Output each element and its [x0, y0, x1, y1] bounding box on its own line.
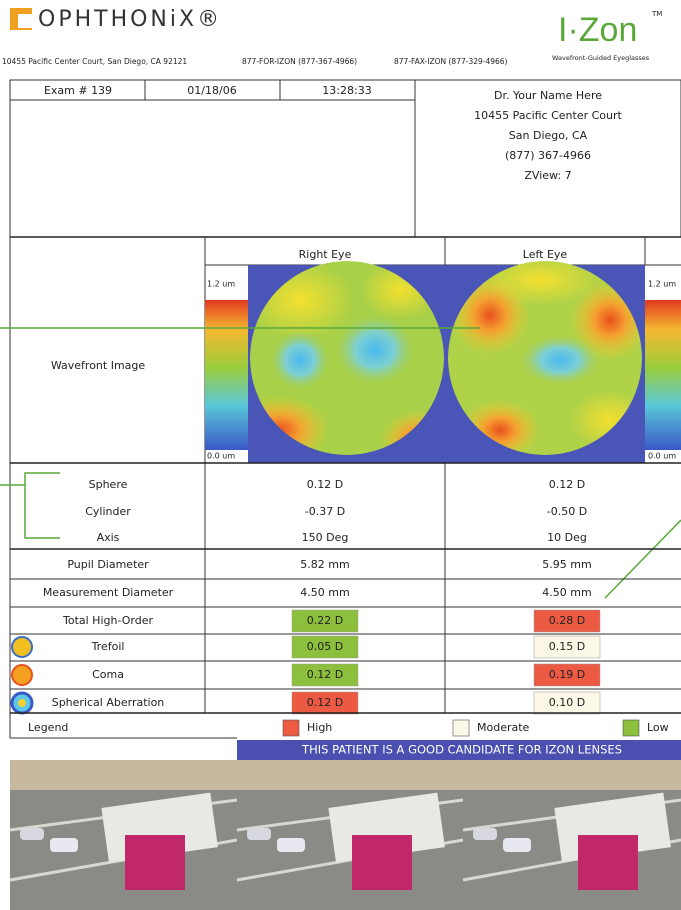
banner-text: THIS PATIENT IS A GOOD CANDIDATE FOR IZO… — [301, 743, 622, 757]
cell-value: 150 Deg — [302, 531, 349, 544]
cell-value: 0.19 D — [549, 668, 585, 681]
cell-value: 0.05 D — [307, 640, 343, 653]
cell-value: 0.12 D — [307, 478, 343, 491]
row-label: Total High-Order — [62, 614, 153, 627]
cell-value: 10 Deg — [547, 531, 587, 544]
cell-value: 0.15 D — [549, 640, 585, 653]
callout-line — [604, 519, 681, 599]
doctor-line: 10455 Pacific Center Court — [474, 109, 622, 122]
cell-value: 5.95 mm — [542, 558, 591, 571]
column-header: Right Eye — [299, 248, 352, 261]
photo-cab — [578, 835, 638, 890]
row-label: Wavefront Image — [51, 359, 146, 372]
scale-min: 0.0 um — [648, 452, 676, 461]
photo-car — [20, 828, 44, 840]
cell-value: 0.12 D — [307, 668, 343, 681]
row-label: Axis — [97, 531, 120, 544]
level-cell — [533, 635, 601, 659]
row-label: Pupil Diameter — [67, 558, 149, 571]
cell-value: 4.50 mm — [300, 586, 349, 599]
exam-number: Exam # 139 — [44, 84, 112, 97]
level-cell — [291, 635, 359, 659]
photo-sky — [237, 760, 463, 790]
logo-mark — [18, 14, 32, 28]
photo-car — [473, 828, 497, 840]
legend-swatch — [622, 719, 640, 737]
cell-value: 5.82 mm — [300, 558, 349, 571]
izon-logo: I·Zon — [558, 11, 637, 49]
doctor-line: ZView: 7 — [524, 169, 571, 182]
legend-label: Low — [647, 721, 669, 734]
level-cell — [291, 663, 359, 687]
level-cell — [533, 691, 601, 715]
address: 10455 Pacific Center Court, San Diego, C… — [2, 57, 187, 66]
row-label: Trefoil — [91, 640, 125, 653]
photo-cab — [125, 835, 185, 890]
legend-label: Moderate — [477, 721, 530, 734]
fax: 877-FAX-IZON (877-329-4966) — [394, 57, 508, 66]
level-cell — [291, 609, 359, 633]
cell-value: 4.50 mm — [542, 586, 591, 599]
legend-swatch — [282, 719, 300, 737]
trademark: TM — [651, 10, 662, 18]
photo-sky — [463, 760, 681, 790]
cell-value: 0.12 D — [549, 478, 585, 491]
exam-date: 01/18/06 — [187, 84, 236, 97]
column-header: Left Eye — [523, 248, 568, 261]
level-cell — [533, 663, 601, 687]
row-label: Coma — [92, 668, 124, 681]
coma-icon — [11, 664, 33, 686]
cell-value: 0.22 D — [307, 614, 343, 627]
tagline: Wavefront-Guided Eyeglasses — [552, 54, 650, 62]
cell-value: 0.28 D — [549, 614, 585, 627]
cell-value: 0.10 D — [549, 696, 585, 709]
banner — [237, 740, 681, 760]
row-label: Sphere — [89, 478, 128, 491]
spherical-icon — [18, 699, 26, 707]
phone: 877-FOR-IZON (877-367-4966) — [242, 57, 357, 66]
scale-bar — [205, 300, 248, 450]
photo-car — [50, 838, 78, 852]
doctor-line: San Diego, CA — [509, 129, 588, 142]
photo-car — [277, 838, 305, 852]
cell-value: -0.37 D — [305, 505, 345, 518]
cell-value: 0.12 D — [307, 696, 343, 709]
level-cell — [533, 609, 601, 633]
row-label: Spherical Aberration — [52, 696, 165, 709]
photo-sky — [10, 760, 237, 790]
scale-max: 1.2 um — [207, 280, 235, 289]
row-label: Cylinder — [85, 505, 131, 518]
photo-car — [247, 828, 271, 840]
photo-car — [503, 838, 531, 852]
legend-label: High — [307, 721, 332, 734]
level-cell — [291, 691, 359, 715]
trefoil-icon — [11, 636, 33, 658]
legend-title: Legend — [28, 721, 68, 734]
scale-max: 1.2 um — [648, 280, 676, 289]
legend-swatch — [452, 719, 470, 737]
scale-min: 0.0 um — [207, 452, 235, 461]
exam-time: 13:28:33 — [322, 84, 371, 97]
photo-cab — [352, 835, 412, 890]
row-label: Measurement Diameter — [43, 586, 174, 599]
doctor-line: (877) 367-4966 — [505, 149, 591, 162]
brand: OPHTHONiX® — [38, 7, 222, 32]
scale-bar — [645, 300, 681, 450]
doctor-line: Dr. Your Name Here — [494, 89, 602, 102]
cell-value: -0.50 D — [547, 505, 587, 518]
callout-line — [0, 472, 60, 539]
